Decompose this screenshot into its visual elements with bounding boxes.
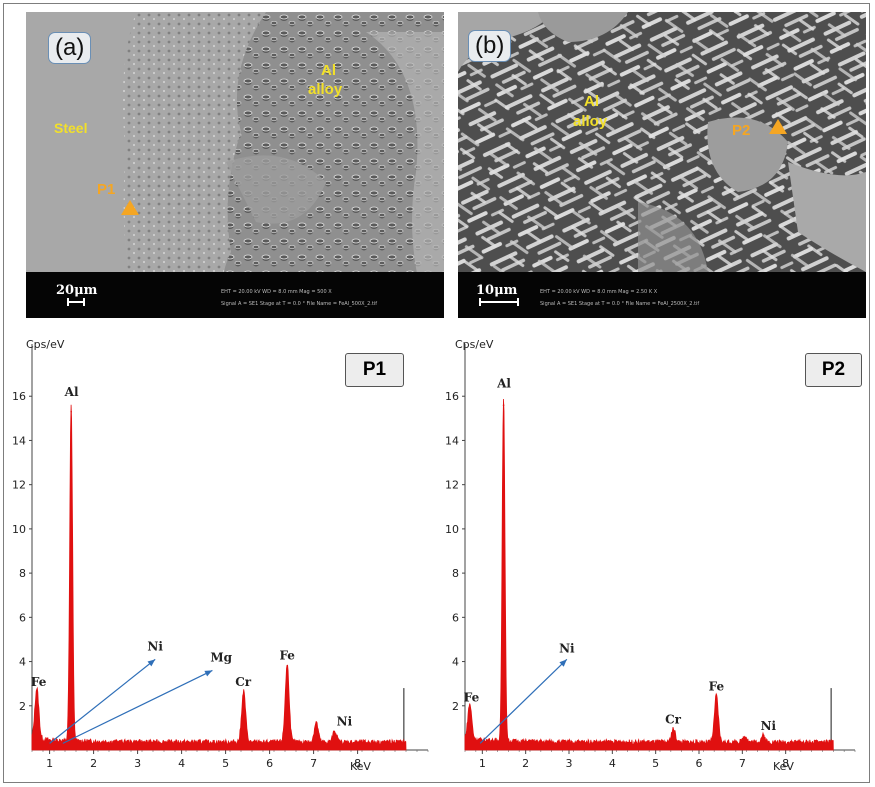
y-tick-label: 14 <box>12 434 26 447</box>
x-tick-label: 4 <box>609 757 616 770</box>
x-tick-label: 8 <box>782 757 789 770</box>
arrowhead-icon <box>147 659 156 667</box>
sem-info-a-1: EHT = 20.00 kV WD = 8.0 mm Mag = 500 X <box>221 289 332 295</box>
peak-point <box>242 698 245 700</box>
label-steel: Steel <box>54 120 87 136</box>
scalebar-b <box>479 298 519 306</box>
y-tick-label: 2 <box>19 700 26 713</box>
x-tick-label: 2 <box>522 757 529 770</box>
element-label: Fe <box>709 679 725 693</box>
y-tick-label: 4 <box>19 656 26 669</box>
peak-point <box>502 404 505 406</box>
x-tick-label: 1 <box>46 757 53 770</box>
element-label: Ni <box>559 642 575 656</box>
label-al-b-2: alloy <box>573 113 608 130</box>
x-tick-label: 2 <box>90 757 97 770</box>
scalebar-b-label: 10μm <box>476 283 518 298</box>
peak-point <box>70 410 72 413</box>
scalebar-a <box>67 298 85 306</box>
panel-tag-a: (a) <box>48 32 92 64</box>
element-label: Fe <box>31 675 47 689</box>
y-tick-label: 2 <box>452 700 459 713</box>
element-label: Ni <box>337 715 353 729</box>
peak-point <box>315 729 318 731</box>
figure-frame <box>3 3 870 783</box>
y-tick-label: 10 <box>445 523 459 536</box>
label-al-a-1: Al <box>321 62 336 79</box>
y-tick-label: 8 <box>452 567 459 580</box>
x-tick-label: 7 <box>310 757 317 770</box>
element-label: Cr <box>235 675 252 689</box>
peak-point <box>762 742 764 745</box>
panel-tag-b: (b) <box>468 30 512 62</box>
ylabel-p2: Cps/eV <box>455 338 494 351</box>
element-label: Al <box>64 385 79 399</box>
y-tick-label: 12 <box>12 479 26 492</box>
element-label: Fe <box>464 690 480 704</box>
peak-point <box>672 735 675 738</box>
sem-image-a: EHT = 20.00 kV WD = 8.0 mm Mag = 500 X S… <box>26 12 444 318</box>
spectrum-title-p2: P2 <box>805 353 862 387</box>
x-tick-label: 6 <box>696 757 703 770</box>
x-tick-label: 7 <box>739 757 746 770</box>
y-tick-label: 16 <box>445 390 459 403</box>
arrowhead-icon <box>204 670 213 677</box>
element-label: Fe <box>279 648 295 662</box>
x-tick-label: 3 <box>566 757 573 770</box>
y-tick-label: 8 <box>19 567 26 580</box>
point-p1-label: P1 <box>97 181 115 198</box>
peak-point <box>286 671 289 674</box>
sem-image-b: EHT = 20.00 kV WD = 8.0 mm Mag = 2.50 K … <box>458 12 866 318</box>
y-tick-label: 6 <box>452 611 459 624</box>
y-tick-label: 4 <box>452 656 459 669</box>
sem-info-b-2: Signal A = SE1 Stage at T = 0.0 ° File N… <box>540 301 699 307</box>
spectrum-series <box>31 404 407 751</box>
x-tick-label: 3 <box>134 757 141 770</box>
sem-info-b-1: EHT = 20.00 kV WD = 8.0 mm Mag = 2.50 K … <box>540 289 658 295</box>
point-p2-marker-icon <box>769 119 787 134</box>
label-al-a-2: alloy <box>308 81 343 98</box>
xlabel-p1: KeV <box>350 760 371 773</box>
peak-point <box>333 738 336 740</box>
peak-point <box>715 702 718 705</box>
y-tick-label: 14 <box>445 434 459 447</box>
x-tick-label: 6 <box>266 757 273 770</box>
y-tick-label: 10 <box>12 523 26 536</box>
annotation-arrow <box>49 658 156 744</box>
y-tick-label: 6 <box>19 611 26 624</box>
annotation-arrow <box>62 669 213 744</box>
x-tick-label: 8 <box>354 757 361 770</box>
x-tick-label: 5 <box>222 757 229 770</box>
x-tick-label: 4 <box>178 757 185 770</box>
annotation-arrow <box>479 658 568 744</box>
arrowhead-icon <box>559 659 567 667</box>
x-tick-label: 1 <box>479 757 486 770</box>
element-label: Ni <box>761 719 777 733</box>
x-tick-label: 5 <box>652 757 659 770</box>
spectrum-title-p1: P1 <box>345 353 404 387</box>
peak-point <box>744 742 746 745</box>
element-label: Mg <box>210 651 232 665</box>
scalebar-a-label: 20μm <box>56 283 98 298</box>
y-tick-label: 16 <box>12 390 26 403</box>
sem-info-a-2: Signal A = SE1 Stage at T = 0.0 ° File N… <box>221 301 377 307</box>
element-label: Cr <box>665 712 682 726</box>
peak-point <box>36 698 38 700</box>
label-al-b-1: Al <box>584 93 599 110</box>
xlabel-p2: KeV <box>773 760 794 773</box>
point-p1-marker-icon <box>121 200 139 215</box>
ylabel-p1: Cps/eV <box>26 338 65 351</box>
element-label: Ni <box>147 640 163 654</box>
point-p2-label: P2 <box>732 122 750 139</box>
element-label: Al <box>496 376 511 390</box>
y-tick-label: 12 <box>445 479 459 492</box>
peak-point <box>468 713 471 716</box>
spectrum-series <box>464 398 834 751</box>
